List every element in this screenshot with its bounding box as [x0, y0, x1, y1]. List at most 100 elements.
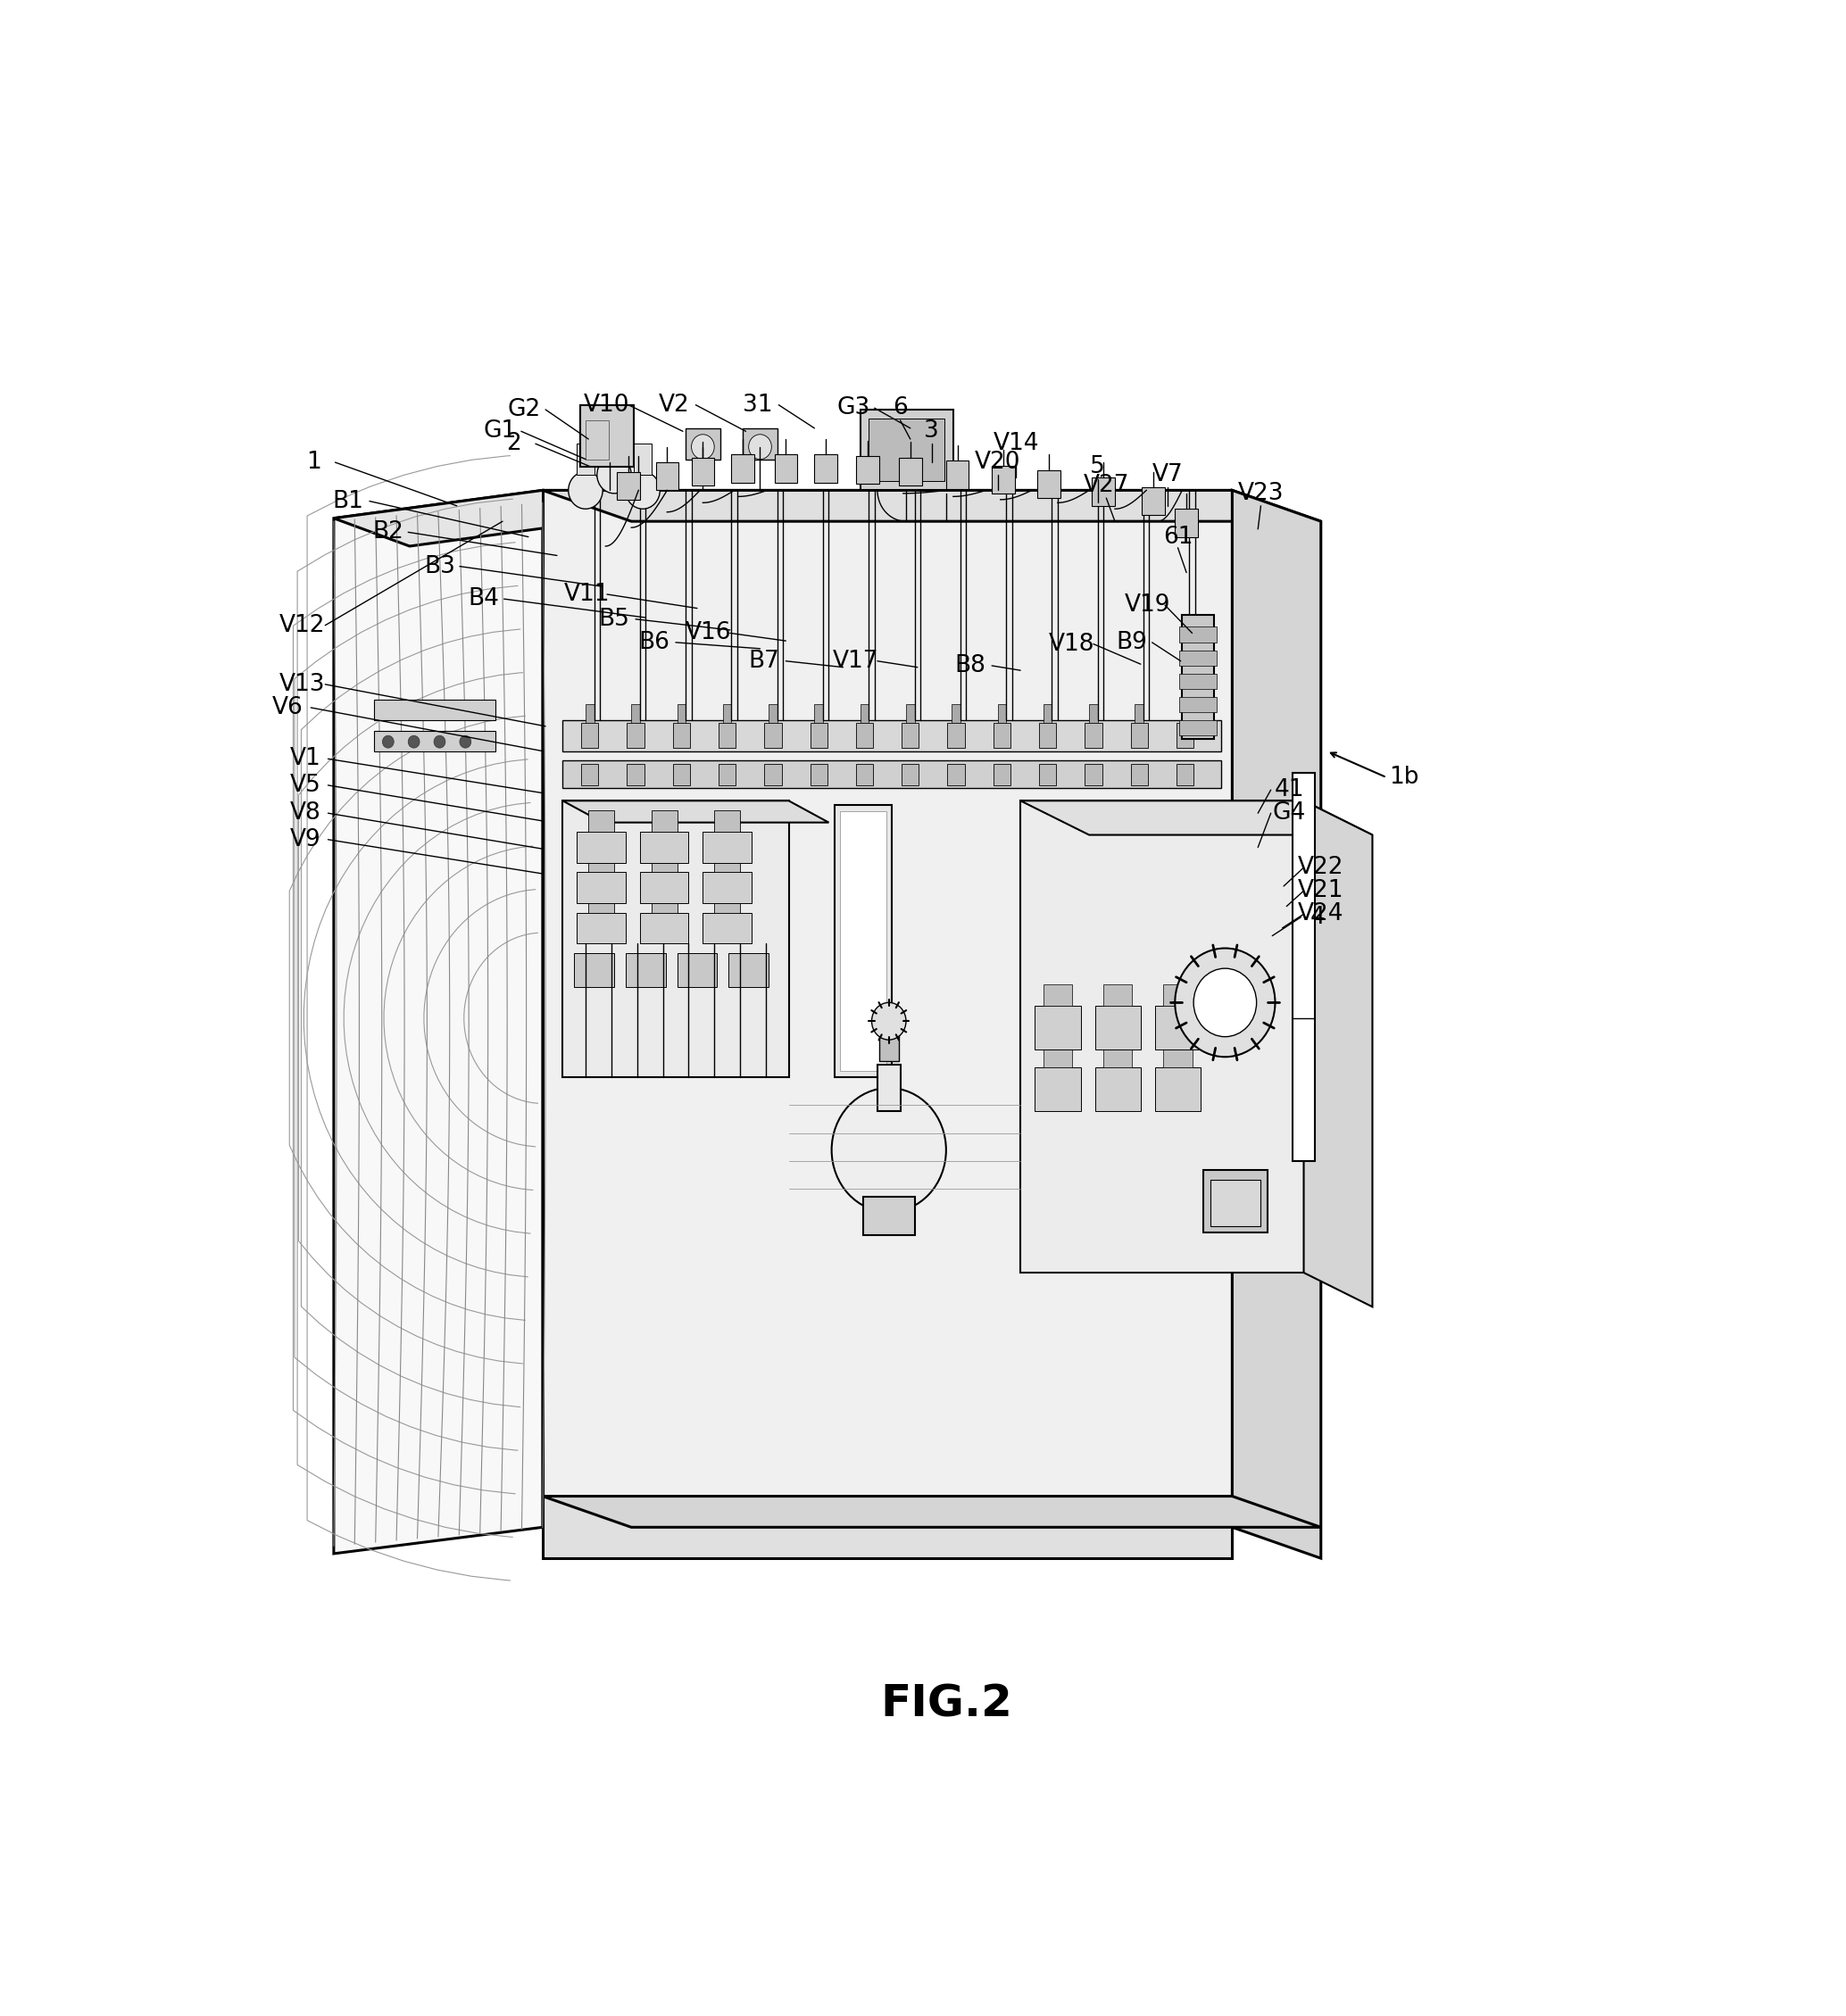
Bar [652, 810, 677, 833]
Bar [578, 444, 594, 476]
Text: V14: V14 [993, 431, 1039, 456]
Bar [714, 810, 740, 833]
Bar [714, 851, 740, 873]
Text: V22: V22 [1298, 857, 1344, 879]
Polygon shape [1233, 490, 1322, 1558]
Text: G4: G4 [1272, 802, 1307, 825]
Text: 1: 1 [306, 452, 321, 474]
Bar [729, 954, 768, 988]
Bar [635, 444, 652, 476]
Bar [1089, 704, 1098, 724]
Bar [993, 764, 1010, 784]
Bar [703, 913, 751, 943]
Bar [628, 764, 644, 784]
Bar [1181, 615, 1213, 738]
Polygon shape [563, 800, 829, 823]
Bar [899, 458, 921, 486]
Bar [373, 732, 495, 752]
Bar [1043, 1046, 1073, 1068]
Bar [641, 833, 689, 863]
Circle shape [692, 433, 714, 460]
Bar [563, 720, 1220, 752]
Bar [626, 954, 666, 988]
Bar [775, 454, 797, 482]
Bar [764, 724, 781, 748]
Bar [373, 700, 495, 720]
Circle shape [749, 433, 772, 460]
Bar [1156, 1068, 1200, 1111]
Bar [1039, 764, 1056, 784]
Text: V16: V16 [685, 621, 731, 645]
Bar [810, 724, 827, 748]
Bar [993, 724, 1010, 748]
Bar [991, 466, 1015, 494]
Bar [581, 724, 598, 748]
Polygon shape [1303, 800, 1372, 1306]
Circle shape [460, 736, 471, 748]
Text: V10: V10 [583, 393, 629, 417]
Bar [945, 462, 969, 488]
Bar [589, 810, 615, 833]
Bar [857, 724, 873, 748]
Bar [1211, 1179, 1261, 1226]
Bar [641, 873, 689, 903]
Bar [1156, 1006, 1200, 1048]
Text: 5: 5 [1091, 456, 1106, 478]
Bar [869, 419, 945, 482]
Bar [672, 724, 690, 748]
Bar [580, 405, 635, 468]
Bar [1037, 470, 1060, 498]
Polygon shape [543, 490, 1233, 1528]
Bar [581, 764, 598, 784]
Text: V24: V24 [1298, 903, 1344, 925]
Bar [652, 851, 677, 873]
Circle shape [831, 1089, 947, 1212]
Text: V9: V9 [290, 829, 321, 851]
Bar [631, 704, 641, 724]
Bar [1043, 984, 1073, 1006]
Bar [1180, 698, 1217, 712]
Text: G2: G2 [508, 397, 541, 421]
Text: B6: B6 [639, 631, 670, 653]
Bar [605, 427, 622, 460]
Bar [764, 764, 781, 784]
Text: V2: V2 [659, 393, 690, 417]
Text: B3: B3 [425, 554, 456, 579]
Bar [1095, 1068, 1141, 1111]
Bar [864, 1198, 914, 1236]
Circle shape [1174, 948, 1276, 1056]
Bar [703, 833, 751, 863]
Bar [901, 764, 919, 784]
Circle shape [408, 736, 419, 748]
Bar [578, 833, 626, 863]
Bar [810, 764, 827, 784]
Bar [953, 704, 960, 724]
Bar [1036, 1068, 1080, 1111]
Bar [703, 873, 751, 903]
Bar [718, 764, 737, 784]
Text: 61: 61 [1163, 526, 1193, 548]
Bar [585, 421, 609, 460]
Bar [1176, 764, 1194, 784]
Bar [1143, 488, 1165, 516]
Text: 41: 41 [1274, 778, 1305, 802]
Bar [1095, 1006, 1141, 1048]
Bar [947, 764, 965, 784]
Bar [1039, 724, 1056, 748]
Bar [1104, 984, 1132, 1006]
Text: B2: B2 [373, 520, 404, 544]
Text: V8: V8 [290, 802, 321, 825]
Circle shape [382, 736, 393, 748]
Circle shape [1194, 968, 1257, 1036]
Bar [860, 704, 869, 724]
Text: V13: V13 [279, 673, 325, 696]
Bar [857, 456, 879, 484]
Bar [589, 891, 615, 913]
Polygon shape [543, 1496, 1233, 1558]
Bar [1085, 724, 1102, 748]
Polygon shape [1021, 800, 1303, 1272]
Text: B9: B9 [1117, 631, 1148, 653]
Bar [563, 760, 1220, 788]
Bar [814, 704, 823, 724]
Bar [1204, 1169, 1268, 1232]
